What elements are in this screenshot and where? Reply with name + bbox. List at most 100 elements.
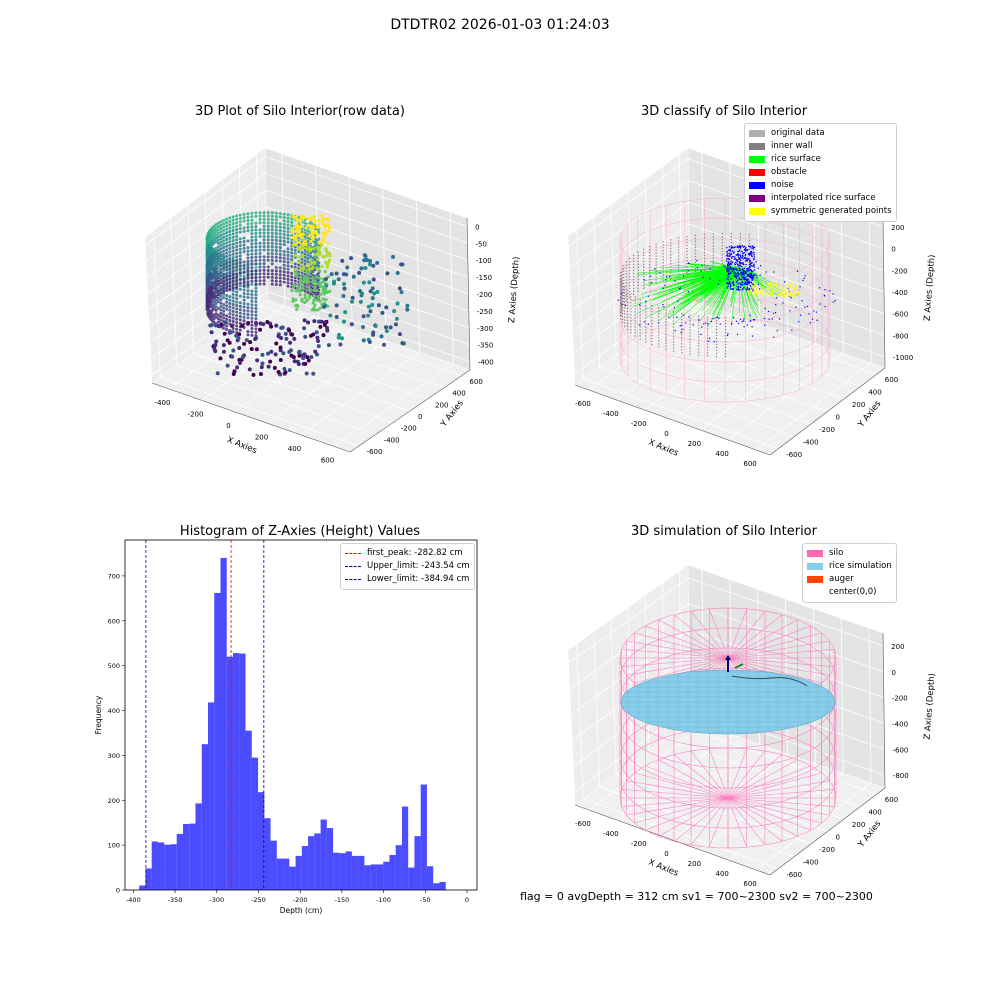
histogram-bar (401, 806, 409, 890)
classify-legend: original data inner wall rice surface obsta… (744, 123, 897, 222)
legend-label: Upper_limit: -243.54 cm (367, 561, 470, 571)
histogram-bar (207, 702, 215, 890)
legend-entry: auger (807, 573, 892, 586)
plot1-z-axis-label: Z Axies (Depth) (507, 256, 522, 323)
plot4-z-tick-label: -600 (893, 746, 909, 754)
histogram-y-tick-label: 600 (108, 617, 120, 625)
legend-swatch (345, 553, 361, 554)
legend-swatch (749, 208, 765, 215)
plot4-auger-trace (731, 675, 808, 687)
legend-entry: interpolated rice surface (749, 192, 892, 205)
histogram-bar (408, 867, 415, 890)
legend-label: noise (771, 180, 794, 190)
histogram-bar (164, 844, 171, 890)
plot2-inner-wall-points (620, 233, 750, 358)
plot1-points (205, 211, 410, 377)
plot2-z-tick-label: -800 (893, 332, 909, 340)
legend-swatch (807, 576, 823, 583)
legend-swatch (807, 563, 823, 570)
legend-label: inner wall (771, 141, 813, 151)
histogram-y-tick-label: 200 (108, 797, 120, 805)
plot4-y-tick-label: 200 (852, 821, 865, 829)
legend-swatch (807, 550, 823, 557)
histogram-bars (139, 557, 446, 890)
histogram-bar (333, 852, 340, 890)
legend-swatch (807, 589, 823, 596)
plot1-y-tick-label: -400 (384, 436, 400, 444)
histogram-bar (195, 803, 202, 890)
legend-label: auger (829, 574, 854, 584)
plot4-z-tick-label: -200 (892, 695, 908, 703)
legend-label: symmetric generated points (771, 206, 892, 216)
histogram-bar (157, 842, 165, 890)
histogram-y-tick-label: 100 (108, 842, 120, 850)
plot2-z-tick-label: -1000 (893, 354, 913, 362)
histogram-y-tick-label: 400 (108, 707, 120, 715)
plot4-y-tick-label: -200 (819, 846, 835, 854)
plot2-y-tick-label: 600 (885, 376, 898, 384)
histogram-bar (264, 818, 271, 890)
histogram-bar (301, 846, 309, 890)
plot4-y-axis-line (769, 787, 886, 876)
legend-entry: original data (749, 127, 892, 140)
plot1-z-tick-label: -150 (476, 274, 492, 282)
legend-entry: first_peak: -282.82 cm (345, 547, 470, 560)
histogram-bar (270, 840, 277, 890)
histogram-x-tick-label: -200 (293, 896, 308, 904)
plot2-z-tick-label: -200 (892, 267, 908, 275)
histogram-y-tick-label: 300 (108, 752, 120, 760)
histogram-bar (308, 836, 315, 890)
legend-entry: silo (807, 547, 892, 560)
plot4-x-tick-label: 200 (688, 860, 701, 868)
plot4-y-tick-label: 600 (885, 796, 898, 804)
legend-swatch (345, 579, 361, 580)
plot1-x-tick-label: -200 (188, 410, 204, 418)
legend-swatch (345, 566, 361, 567)
plot4-axes: -600-400-2000200400600-600-400-200020040… (567, 564, 937, 888)
plot2-y-tick-label: 200 (852, 401, 865, 409)
histogram-x-tick-label: -250 (251, 896, 266, 904)
legend-label: rice surface (771, 154, 821, 164)
histogram-x-tick-label: -100 (376, 896, 391, 904)
plot1-axes: -400-2000200400600-600-400-2000200400600… (144, 147, 522, 464)
plot4-auger-marker (734, 663, 744, 669)
legend-entry: inner wall (749, 140, 892, 153)
plot1-x-tick-label: 600 (321, 456, 334, 464)
histogram-bar (376, 864, 384, 890)
histogram-bar (439, 881, 446, 890)
histogram-y-tick-label: 700 (108, 572, 120, 580)
histogram-bar (345, 851, 352, 890)
histogram-bar (233, 653, 240, 890)
plot2-y-tick-label: -400 (803, 438, 819, 446)
plot1-y-tick-label: -200 (401, 425, 417, 433)
plot2-x-tick-label: 600 (743, 460, 756, 468)
histogram-bar (414, 836, 421, 890)
status-readout: flag = 0 avgDepth = 312 cm sv1 = 700~230… (520, 890, 873, 903)
legend-swatch (749, 130, 765, 137)
histogram-bar (182, 824, 190, 890)
plot2-z-axis-label: Z Axies (Depth) (923, 254, 938, 321)
histogram-bar (214, 592, 221, 890)
plot4-x-tick-label: -600 (575, 820, 591, 828)
plot1-z-tick-label: -200 (477, 291, 493, 299)
histogram-bar (251, 757, 259, 890)
plot1-z-tick-label: 0 (475, 223, 479, 231)
plot2-x-tick-label: 0 (664, 430, 668, 438)
plot1-gridlines (145, 153, 470, 447)
plot4-x-axis-label: X Axies (647, 858, 680, 879)
histogram-x-tick-label: -150 (334, 896, 349, 904)
plot2-z-tick-label: -600 (892, 311, 908, 319)
histogram-bar (226, 656, 234, 890)
plot1-y-tick-label: 0 (418, 413, 422, 421)
histogram-bar (145, 868, 152, 890)
plot2-y-axis-line (769, 367, 886, 456)
plot1-y-axis-line (349, 369, 471, 453)
plot4-x-tick-label: 600 (743, 880, 756, 888)
histogram-bar (389, 855, 396, 890)
histogram-x-tick-label: -400 (126, 896, 141, 904)
histogram-x-tick-label: 0 (465, 896, 469, 904)
histogram-bar (276, 858, 284, 890)
plot1-z-tick-label: -400 (478, 359, 494, 367)
histogram-bar (170, 844, 177, 890)
legend-entry: Upper_limit: -243.54 cm (345, 560, 470, 573)
